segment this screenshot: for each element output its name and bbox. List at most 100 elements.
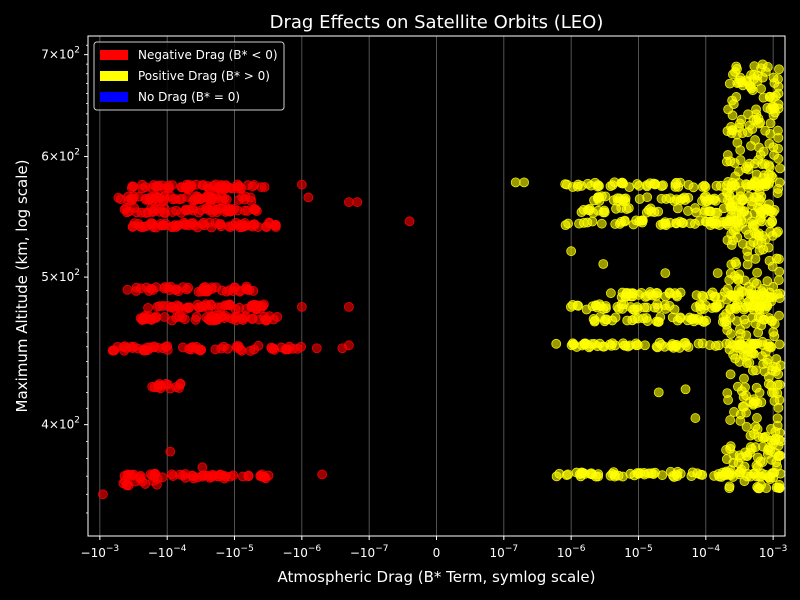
data-point (137, 183, 148, 194)
data-point (735, 155, 746, 165)
data-point (726, 211, 737, 222)
data-point (748, 365, 758, 376)
data-point (175, 379, 186, 390)
legend-swatch (100, 50, 128, 60)
data-point (608, 195, 619, 206)
x-tick-label: 0 (433, 546, 441, 560)
data-point (156, 380, 166, 391)
data-point (572, 181, 583, 192)
data-point (721, 454, 732, 465)
data-point (734, 336, 745, 346)
data-point (582, 217, 593, 228)
data-point (686, 471, 697, 481)
data-point (739, 275, 750, 286)
data-point (670, 179, 681, 190)
data-point (749, 429, 759, 439)
data-point (656, 193, 667, 204)
data-point (632, 340, 643, 350)
data-point (771, 354, 782, 364)
data-point (735, 416, 746, 426)
data-point (266, 342, 277, 353)
data-point (627, 288, 638, 299)
data-point (737, 128, 748, 139)
data-point (742, 259, 753, 270)
data-point (709, 193, 720, 204)
x-tick-exponent: −5 (639, 544, 652, 554)
y-tick-mantissa: 6×10 (41, 150, 74, 164)
data-point (645, 178, 655, 189)
y-tick-exponent: 2 (74, 268, 80, 278)
data-point (750, 253, 761, 264)
data-point (751, 109, 762, 120)
data-point (654, 337, 665, 348)
y-tick-mantissa: 7×10 (41, 48, 74, 62)
data-point (232, 179, 243, 190)
x-tick-exponent: −4 (173, 544, 187, 554)
legend-swatch (100, 71, 128, 81)
data-point (600, 301, 611, 311)
data-point (752, 462, 763, 472)
data-point (724, 190, 735, 201)
data-point (765, 118, 776, 129)
data-point (296, 179, 307, 190)
data-point (156, 220, 167, 231)
data-point (775, 163, 785, 174)
data-point (669, 472, 679, 482)
data-point (767, 172, 778, 183)
data-point (148, 476, 158, 486)
data-point (742, 471, 752, 482)
data-point (167, 207, 178, 217)
data-point (774, 254, 784, 264)
data-point (222, 343, 233, 354)
data-point (767, 216, 777, 226)
data-point (618, 299, 629, 310)
data-point (755, 196, 766, 207)
data-point (740, 344, 751, 354)
data-point (710, 291, 721, 302)
data-point (230, 312, 241, 323)
data-point (311, 343, 322, 354)
data-point (560, 220, 571, 231)
data-point (582, 178, 593, 189)
data-point (622, 315, 633, 326)
data-point (126, 183, 137, 193)
data-point (608, 467, 619, 478)
data-point (701, 315, 711, 326)
data-point (671, 218, 682, 229)
data-point (135, 221, 145, 232)
data-point (764, 162, 775, 172)
y-tick-label: 7×102 (41, 46, 80, 62)
y-tick-label: 5×102 (41, 268, 80, 284)
data-point (219, 193, 230, 204)
data-point (752, 452, 763, 463)
data-point (610, 312, 621, 323)
data-point (763, 242, 774, 253)
data-point (598, 207, 609, 218)
data-point (774, 310, 784, 321)
x-tick-exponent: −5 (241, 544, 254, 554)
data-point (764, 199, 774, 210)
data-point (712, 268, 723, 279)
data-points (98, 59, 786, 500)
data-point (560, 179, 571, 189)
data-point (594, 181, 604, 191)
data-point (192, 222, 203, 233)
data-point (704, 206, 715, 217)
data-point (617, 177, 628, 188)
data-point (699, 180, 710, 191)
data-point (605, 288, 616, 299)
data-point (185, 344, 196, 355)
data-point (721, 445, 731, 455)
data-point (140, 345, 151, 356)
data-point (653, 387, 664, 398)
data-point (671, 194, 682, 205)
data-point (739, 373, 749, 384)
data-point (725, 369, 736, 380)
data-point (589, 316, 600, 327)
data-point (113, 192, 124, 203)
data-point (758, 146, 769, 157)
data-point (565, 301, 576, 312)
data-point (672, 315, 683, 326)
x-tick-exponent: −7 (375, 544, 388, 554)
data-point (193, 302, 204, 313)
